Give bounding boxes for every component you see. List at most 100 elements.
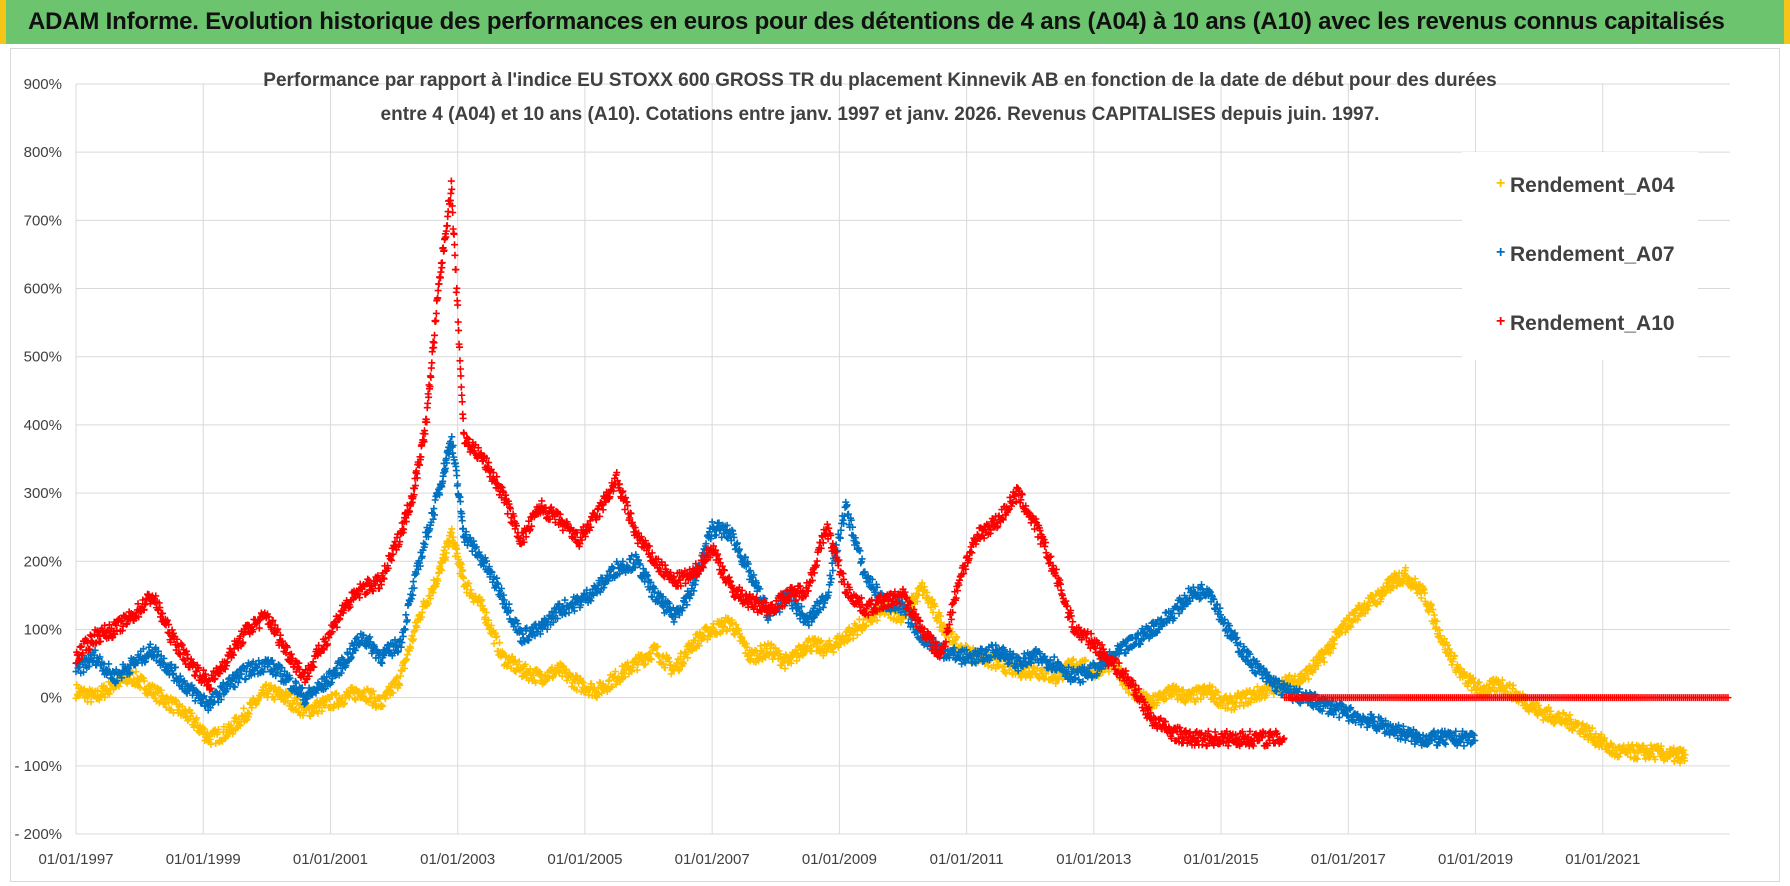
point-rendement-a04 (264, 690, 272, 698)
point-rendement-a04 (436, 565, 444, 573)
point-rendement-a04 (332, 689, 340, 697)
x-tick-label: 01/01/2007 (675, 851, 750, 868)
point-rendement-a04 (214, 725, 222, 733)
point-rendement-a04 (465, 579, 473, 587)
point-rendement-a04 (430, 576, 438, 584)
point-rendement-a07 (827, 575, 835, 583)
point-rendement-a07 (418, 552, 426, 560)
point-rendement-a04 (418, 608, 426, 616)
point-rendement-a04 (1509, 681, 1517, 689)
point-rendement-a04 (495, 639, 503, 647)
point-rendement-a04 (849, 634, 857, 642)
y-tick-label: - 200% (14, 826, 62, 843)
point-rendement-a04 (115, 682, 123, 690)
point-rendement-a04 (480, 605, 488, 613)
point-rendement-a04 (396, 681, 404, 689)
x-tick-label: 01/01/2017 (1311, 851, 1386, 868)
report-title: ADAM Informe. Evolution historique des p… (28, 8, 1725, 35)
y-tick-label: 100% (24, 621, 62, 638)
point-rendement-a07 (448, 433, 456, 441)
point-rendement-a04 (460, 574, 468, 582)
point-rendement-a04 (369, 687, 377, 695)
point-rendement-a04 (132, 668, 140, 676)
y-tick-label: 300% (24, 485, 62, 502)
point-rendement-a04 (289, 700, 297, 708)
data-points (72, 177, 1732, 767)
y-axis-ticks: 900%800%700%600%500%400%300%200%100%0%- … (14, 76, 62, 843)
point-rendement-a04 (426, 595, 434, 603)
point-rendement-a04 (321, 701, 329, 709)
point-rendement-a04 (157, 686, 165, 694)
point-rendement-a04 (532, 679, 540, 687)
point-rendement-a04 (424, 600, 432, 608)
x-tick-label: 01/01/2021 (1565, 851, 1640, 868)
point-rendement-a04 (485, 616, 493, 624)
y-tick-label: 800% (24, 144, 62, 161)
point-rendement-a04 (240, 704, 248, 712)
point-rendement-a07 (1136, 640, 1144, 648)
x-tick-label: 01/01/2009 (802, 851, 877, 868)
point-rendement-a04 (188, 709, 196, 717)
point-rendement-a04 (245, 710, 253, 718)
x-tick-label: 01/01/1999 (166, 851, 241, 868)
point-rendement-a04 (442, 549, 450, 557)
point-rendement-a04 (407, 644, 415, 652)
x-tick-label: 01/01/2003 (420, 851, 495, 868)
point-rendement-a04 (511, 656, 519, 664)
point-rendement-a04 (448, 525, 456, 533)
x-tick-label: 01/01/2001 (293, 851, 368, 868)
y-tick-label: 900% (24, 76, 62, 93)
point-rendement-a04 (326, 695, 334, 703)
point-rendement-a04 (409, 635, 417, 643)
y-tick-label: 0% (40, 690, 62, 707)
x-tick-label: 01/01/2013 (1056, 851, 1131, 868)
x-tick-label: 01/01/2019 (1438, 851, 1513, 868)
point-rendement-a07 (402, 611, 410, 619)
point-rendement-a04 (351, 696, 359, 704)
banner-corner-left (0, 0, 6, 44)
point-rendement-a04 (579, 679, 587, 687)
point-rendement-a04 (393, 673, 401, 681)
point-rendement-a04 (578, 677, 586, 685)
point-rendement-a04 (379, 702, 387, 710)
point-rendement-a04 (515, 658, 523, 666)
point-rendement-a04 (573, 686, 581, 694)
point-rendement-a04 (459, 566, 467, 574)
point-rendement-a04 (212, 739, 220, 747)
y-tick-label: 700% (24, 212, 62, 229)
point-rendement-a04 (140, 677, 148, 685)
point-rendement-a04 (248, 704, 256, 712)
point-rendement-a04 (483, 608, 491, 616)
point-rendement-a04 (315, 704, 323, 712)
x-axis-ticks: 01/01/1997 01/01/1999 01/01/2001 01/01/2003… (38, 851, 1640, 868)
report-banner: ADAM Informe. Evolution historique des p… (0, 0, 1790, 44)
point-rendement-a04 (562, 665, 570, 673)
point-rendement-a04 (97, 692, 105, 700)
x-tick-label: 01/01/2011 (930, 851, 1004, 868)
point-rendement-a04 (438, 566, 446, 574)
point-rendement-a04 (1417, 594, 1425, 602)
point-rendement-a04 (136, 683, 144, 691)
point-rendement-a04 (207, 740, 215, 748)
point-rendement-a04 (200, 725, 208, 733)
point-rendement-a04 (318, 707, 326, 715)
point-rendement-a04 (222, 733, 230, 741)
y-tick-label: 600% (24, 281, 62, 298)
point-rendement-a07 (453, 471, 461, 479)
point-rendement-a04 (487, 622, 495, 630)
point-rendement-a04 (493, 632, 501, 640)
plot-area-border (10, 48, 1780, 882)
point-rendement-a04 (429, 589, 437, 597)
point-rendement-a04 (306, 712, 314, 720)
point-rendement-a04 (508, 653, 516, 661)
point-rendement-a07 (458, 517, 466, 525)
point-rendement-a04 (159, 691, 167, 699)
point-rendement-a04 (401, 664, 409, 672)
point-rendement-a04 (478, 596, 486, 604)
point-rendement-a04 (193, 714, 201, 722)
x-tick-label: 01/01/1997 (38, 851, 113, 868)
point-rendement-a04 (341, 699, 349, 707)
x-tick-label: 01/01/2005 (547, 851, 622, 868)
